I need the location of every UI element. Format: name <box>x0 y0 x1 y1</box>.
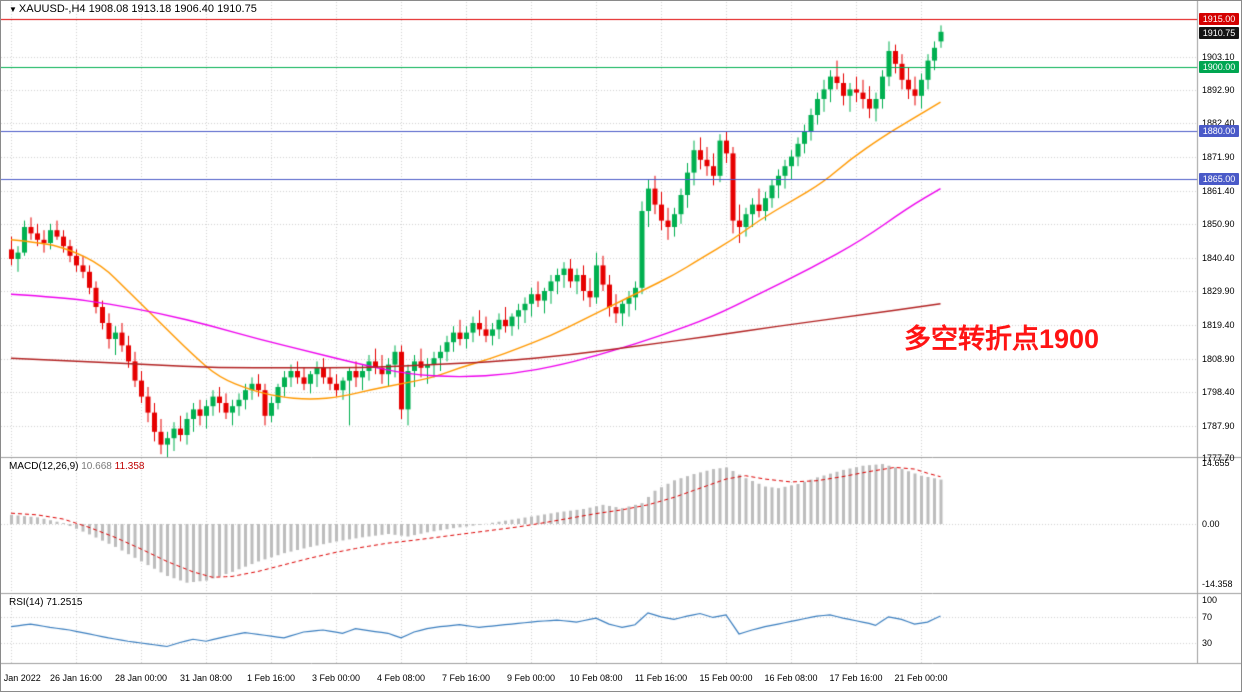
symbol-timeframe-label: XAUUSD-,H4 <box>18 3 86 15</box>
price-tick-label: 1777.70 <box>1202 453 1235 463</box>
price-tick-label: 1840.40 <box>1202 252 1235 263</box>
rsi-name: RSI(14) <box>9 597 44 608</box>
price-badge: 1880.00 <box>1199 125 1239 137</box>
macd-scale-label: 14.655 <box>1202 458 1230 468</box>
time-axis-label: 4 Feb 08:00 <box>376 673 426 683</box>
rsi-scale-label: 100 <box>1202 595 1218 605</box>
time-axis-label: 28 Jan 00:00 <box>114 673 168 683</box>
price-tick-label: 1871.90 <box>1202 151 1235 162</box>
time-axis-label: 11 Feb 16:00 <box>634 673 688 683</box>
time-axis-label: 7 Feb 16:00 <box>441 673 491 683</box>
price-tick-label: 1850.90 <box>1202 219 1235 230</box>
rsi-value: 71.2515 <box>46 597 83 608</box>
time-axis-label: 10 Feb 08:00 <box>569 673 623 683</box>
rsi-scale-label: 70 <box>1202 611 1213 622</box>
time-axis-label: 1 Feb 16:00 <box>246 673 296 683</box>
macd-scale-label: -14.358 <box>1202 578 1233 589</box>
price-badge: 1915.00 <box>1199 13 1239 25</box>
price-badge: 1910.75 <box>1199 26 1239 39</box>
chart-title: ▼ XAUUSD-,H4 1908.08 1913.18 1906.40 1910… <box>9 3 257 15</box>
time-axis-label: 17 Feb 16:00 <box>829 673 883 683</box>
price-tick-label: 1808.90 <box>1202 353 1235 364</box>
time-axis-label: 26 Jan 16:00 <box>49 673 103 683</box>
price-tick-label: 1798.40 <box>1202 387 1235 398</box>
price-badge: 1865.00 <box>1199 173 1239 185</box>
time-axis-label: 25 Jan 2022 <box>1 673 41 683</box>
macd-name: MACD(12,26,9) <box>9 461 79 472</box>
price-badge: 1900.00 <box>1199 61 1239 73</box>
time-axis-label: 16 Feb 08:00 <box>764 673 818 683</box>
rsi-indicator-label: RSI(14) 71.2515 <box>9 597 82 608</box>
price-tick-label: 1892.90 <box>1202 84 1235 95</box>
time-axis-label: 3 Feb 00:00 <box>311 673 361 683</box>
price-tick-label: 1829.90 <box>1202 286 1235 297</box>
dropdown-marker-icon: ▼ <box>9 5 17 14</box>
price-tick-label: 1861.40 <box>1202 185 1235 196</box>
chart-annotation-text: 多空转折点1900 <box>904 324 1100 354</box>
price-tick-label: 1819.40 <box>1202 319 1235 330</box>
rsi-scale-label: 30 <box>1202 638 1213 649</box>
price-tick-label: 1903.10 <box>1202 52 1235 63</box>
ohlc-values: 1908.08 1913.18 1906.40 1910.75 <box>88 3 257 15</box>
time-axis-label: 15 Feb 00:00 <box>699 673 753 683</box>
macd-signal-value: 11.358 <box>114 461 145 472</box>
time-axis-label: 9 Feb 00:00 <box>506 673 556 683</box>
macd-indicator-label: MACD(12,26,9) 10.668 11.358 <box>9 461 144 472</box>
price-tick-label: 1787.90 <box>1202 420 1235 431</box>
time-axis-label: 21 Feb 00:00 <box>894 673 948 683</box>
macd-scale-label: 0.00 <box>1202 519 1220 529</box>
macd-main-value: 10.668 <box>81 461 112 472</box>
price-tick-label: 1882.40 <box>1202 118 1235 129</box>
time-axis-label: 31 Jan 08:00 <box>179 673 233 683</box>
